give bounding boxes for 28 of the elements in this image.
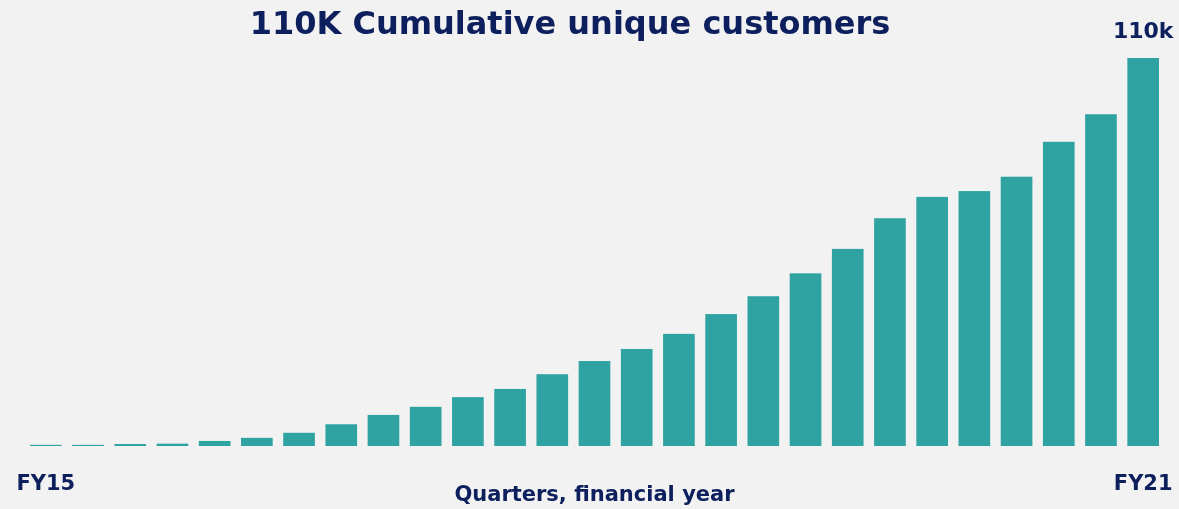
x-tick-label: FY15 — [16, 470, 76, 495]
bar — [958, 191, 991, 446]
bar — [663, 333, 695, 446]
x-axis-title: Quarters, financial year — [454, 482, 736, 506]
bar — [916, 196, 948, 446]
bar — [198, 440, 231, 446]
bar — [1085, 114, 1117, 446]
annotation: 110k — [1112, 18, 1175, 43]
bar — [494, 388, 526, 446]
bar — [705, 314, 737, 446]
bar — [620, 349, 653, 446]
chart-title: 110K Cumulative unique customers — [249, 4, 891, 42]
bar — [283, 432, 315, 446]
bar — [241, 437, 273, 446]
bar — [747, 296, 780, 446]
bar — [409, 406, 442, 446]
bar — [831, 248, 864, 446]
bar — [367, 414, 400, 446]
bar — [1042, 141, 1075, 446]
bar — [578, 361, 611, 446]
x-tick-label: FY21 — [1113, 470, 1173, 495]
bar — [874, 218, 906, 446]
bar — [1127, 58, 1159, 446]
bar — [789, 273, 822, 446]
bar — [325, 424, 358, 446]
bar — [1000, 176, 1033, 446]
bar — [536, 374, 569, 446]
bar — [452, 397, 484, 446]
